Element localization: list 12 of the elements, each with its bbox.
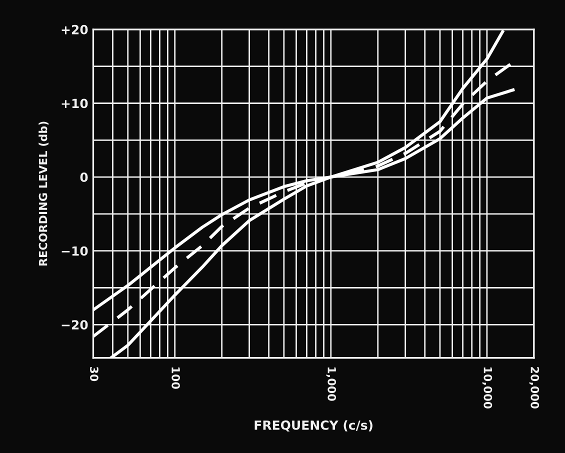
x-axis-title: FREQUENCY (c/s) <box>254 420 372 432</box>
x-tick-label: 20,000 <box>529 367 540 409</box>
y-tick-label: +20 <box>62 24 88 34</box>
x-tick-label: 1,000 <box>326 367 336 401</box>
y-axis-title: RECORDING LEVEL (db) <box>38 122 49 266</box>
y-tick-label: +10 <box>62 98 88 108</box>
y-tick-label: 0 <box>80 172 88 182</box>
y-tick-label: −20 <box>62 320 88 330</box>
x-tick-label: 100 <box>172 367 180 389</box>
x-tick-label: 30 <box>90 366 98 382</box>
y-tick-label: −10 <box>62 246 88 256</box>
x-tick-label: 10,000 <box>482 367 492 409</box>
